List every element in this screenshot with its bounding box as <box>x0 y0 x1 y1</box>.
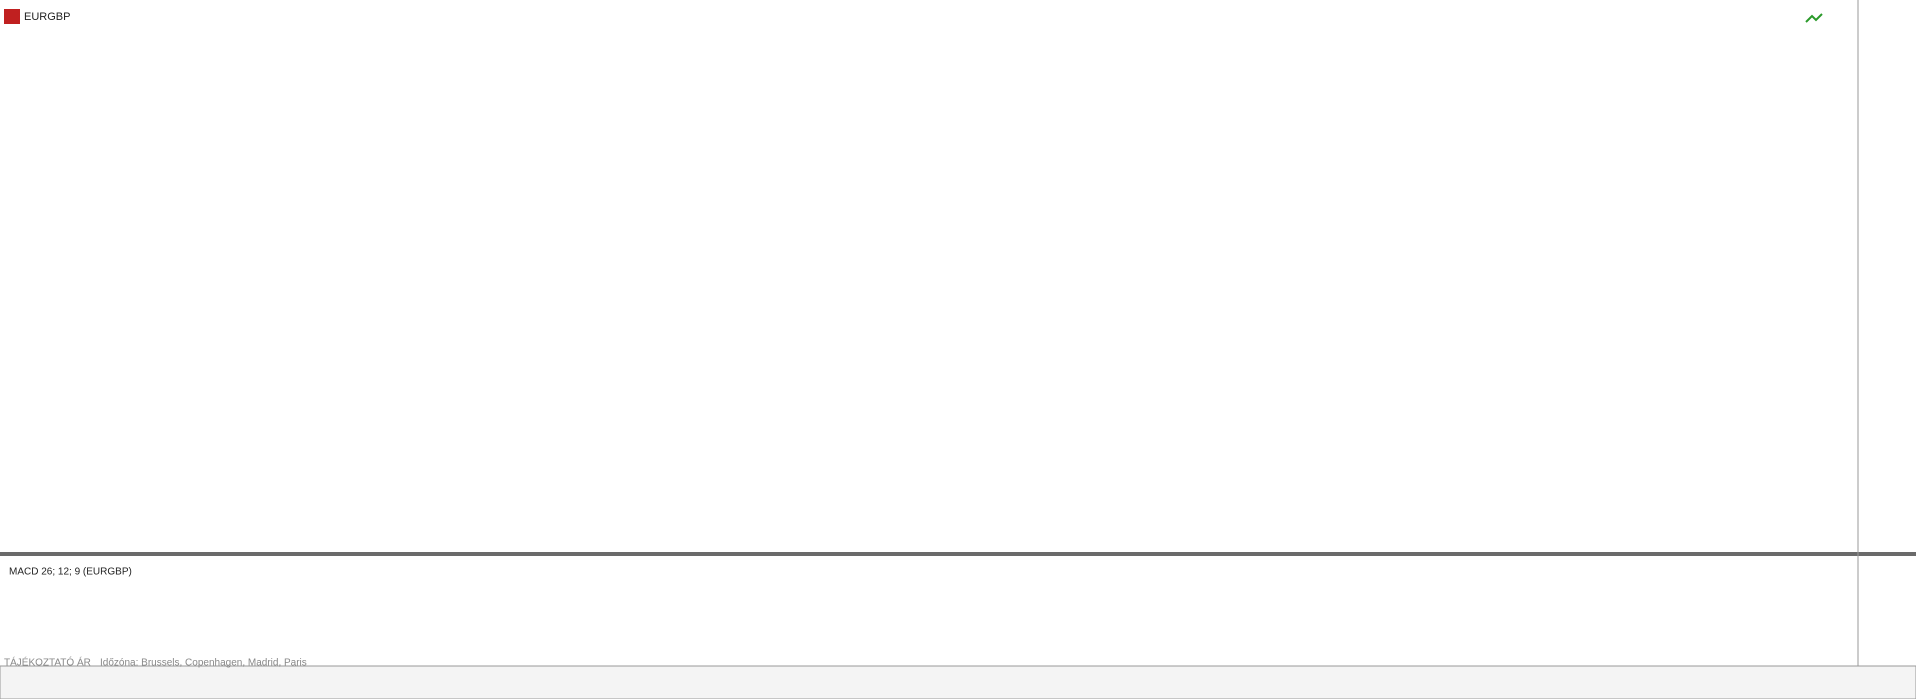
chart-tool-icon[interactable] <box>1805 13 1823 23</box>
symbol[interactable]: EURGBP <box>24 11 70 23</box>
panel-divider <box>0 552 1916 556</box>
macd-header[interactable]: MACD 26; 12; 9 (EURGBP) <box>9 567 132 578</box>
ui-layer: EURGBP MACD 26; 12; 9 (EURGBP) TÁJÉKOZTA… <box>4 9 1823 669</box>
footer-label: TÁJÉKOZTATÓ ÁR <box>4 656 91 669</box>
footer-timezone: Időzóna: Brussels, Copenhagen, Madrid, P… <box>100 658 307 669</box>
symbol-icon[interactable] <box>4 9 20 24</box>
time-axis-bg <box>0 665 1916 699</box>
